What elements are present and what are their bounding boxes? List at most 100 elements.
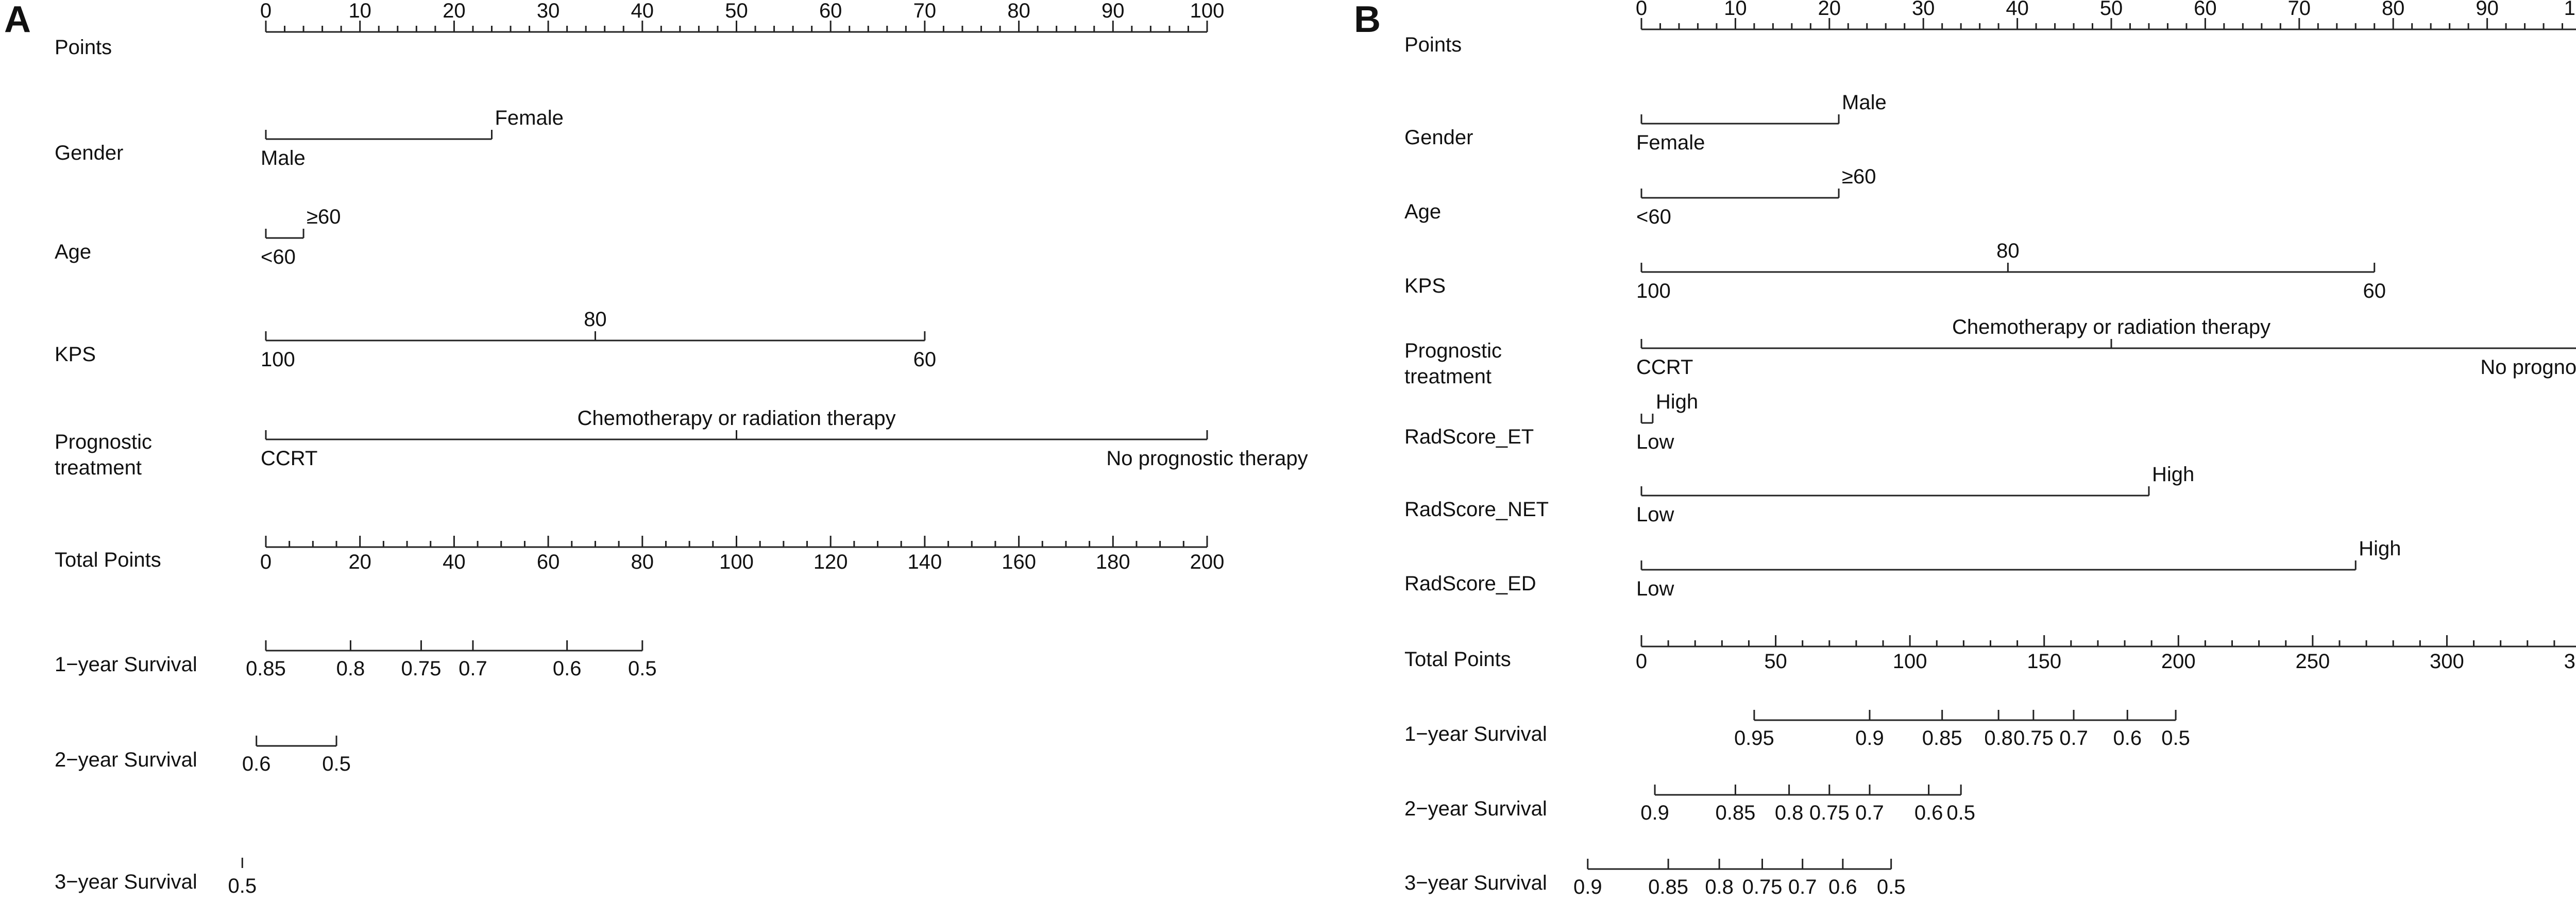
row-label: Total Points: [55, 549, 161, 571]
survival-label: 0.85: [1715, 802, 1755, 824]
tick-label: 10: [1724, 0, 1747, 20]
row-label: 3−year Survival: [1404, 872, 1547, 894]
survival-label: 0.75: [1809, 802, 1850, 824]
tick-label: 30: [537, 0, 560, 22]
row-label: 1−year Survival: [55, 653, 197, 676]
level-label: ≥60: [1842, 165, 1876, 188]
row-label: Prognostic: [55, 431, 152, 453]
level-label: Low: [1636, 503, 1674, 526]
level-label: 100: [261, 348, 295, 371]
tick-label: 100: [2564, 0, 2576, 20]
tick-label: 30: [1912, 0, 1935, 20]
level-label: CCRT: [1636, 356, 1693, 379]
survival-label: 0.6: [1828, 876, 1857, 898]
tick-label: 20: [348, 551, 371, 573]
tick-label: 20: [1818, 0, 1841, 20]
level-label: Male: [261, 147, 306, 169]
survival-label: 0.5: [228, 875, 257, 897]
survival-label: 0.5: [1877, 876, 1906, 898]
tick-label: 40: [631, 0, 654, 22]
row-label: KPS: [1404, 275, 1446, 297]
row-label: Prognostic: [1404, 339, 1502, 362]
level-label: Chemotherapy or radiation therapy: [1952, 316, 2270, 338]
level-label: Low: [1636, 577, 1674, 600]
survival-label: 0.7: [1855, 802, 1884, 824]
row-label: treatment: [1404, 365, 1492, 388]
row-label: Age: [55, 241, 91, 263]
row-label: Points: [1404, 33, 1462, 56]
level-label: Low: [1636, 431, 1674, 453]
survival-label: 0.75: [2013, 727, 2054, 750]
survival-label: 0.7: [459, 657, 487, 680]
tick-label: 60: [537, 551, 560, 573]
level-label: 80: [1996, 240, 2020, 262]
level-label: No prognostic therapy: [2480, 356, 2576, 379]
row-label: 2−year Survival: [55, 748, 197, 771]
level-label: Male: [1842, 91, 1887, 114]
level-label: 60: [913, 348, 937, 371]
tick-label: 80: [1007, 0, 1030, 22]
level-label: Female: [1636, 131, 1705, 154]
survival-label: 0.5: [1946, 802, 1975, 824]
survival-label: 0.85: [246, 657, 286, 680]
survival-label: 0.8: [336, 657, 365, 680]
survival-label: 0.5: [628, 657, 657, 680]
tick-label: 250: [2295, 650, 2330, 673]
row-label: Gender: [55, 142, 123, 164]
survival-label: 0.85: [1922, 727, 1962, 750]
tick-label: 120: [814, 551, 848, 573]
tick-label: 40: [443, 551, 466, 573]
row-label: 1−year Survival: [1404, 723, 1547, 745]
tick-label: 0: [1636, 0, 1647, 20]
panel-letter: A: [4, 0, 31, 40]
survival-label: 0.8: [1984, 727, 2013, 750]
survival-label: 0.75: [401, 657, 442, 680]
tick-label: 140: [908, 551, 942, 573]
survival-label: 0.7: [2059, 727, 2088, 750]
row-label: KPS: [55, 343, 96, 366]
survival-label: 0.9: [1640, 802, 1669, 824]
level-label: 80: [584, 308, 607, 331]
row-label: RadScore_ET: [1404, 426, 1534, 448]
row-label: RadScore_ED: [1404, 572, 1536, 595]
level-label: Female: [495, 107, 563, 129]
tick-label: 300: [2430, 650, 2464, 673]
level-label: Chemotherapy or radiation therapy: [577, 407, 895, 430]
row-label: 2−year Survival: [1404, 797, 1547, 820]
tick-label: 80: [2382, 0, 2405, 20]
survival-label: 0.75: [1742, 876, 1783, 898]
tick-label: 100: [1190, 0, 1225, 22]
tick-label: 100: [719, 551, 754, 573]
level-label: <60: [261, 246, 296, 268]
tick-label: 350: [2564, 650, 2576, 673]
tick-label: 60: [819, 0, 842, 22]
survival-label: 0.7: [1788, 876, 1817, 898]
survival-label: 0.6: [2113, 727, 2142, 750]
level-label: ≥60: [307, 206, 341, 228]
tick-label: 160: [1002, 551, 1036, 573]
level-label: No prognostic therapy: [1106, 447, 1308, 470]
survival-label: 0.8: [1775, 802, 1804, 824]
level-label: High: [2152, 463, 2194, 486]
level-label: <60: [1636, 206, 1671, 228]
survival-label: 0.5: [322, 753, 351, 775]
level-label: CCRT: [261, 447, 317, 470]
tick-label: 20: [443, 0, 466, 22]
level-label: 100: [1636, 280, 1671, 302]
survival-label: 0.6: [553, 657, 582, 680]
tick-label: 70: [2288, 0, 2311, 20]
survival-label: 0.85: [1648, 876, 1688, 898]
tick-label: 0: [260, 551, 272, 573]
row-label: Points: [55, 36, 112, 59]
row-label: Total Points: [1404, 648, 1511, 671]
tick-label: 50: [1764, 650, 1787, 673]
tick-label: 50: [725, 0, 748, 22]
survival-label: 0.6: [242, 753, 271, 775]
tick-label: 40: [2006, 0, 2029, 20]
survival-label: 0.6: [1914, 802, 1943, 824]
row-label: Gender: [1404, 126, 1473, 149]
survival-label: 0.9: [1855, 727, 1884, 750]
tick-label: 150: [2027, 650, 2061, 673]
survival-label: 0.95: [1734, 727, 1774, 750]
survival-label: 0.8: [1705, 876, 1734, 898]
